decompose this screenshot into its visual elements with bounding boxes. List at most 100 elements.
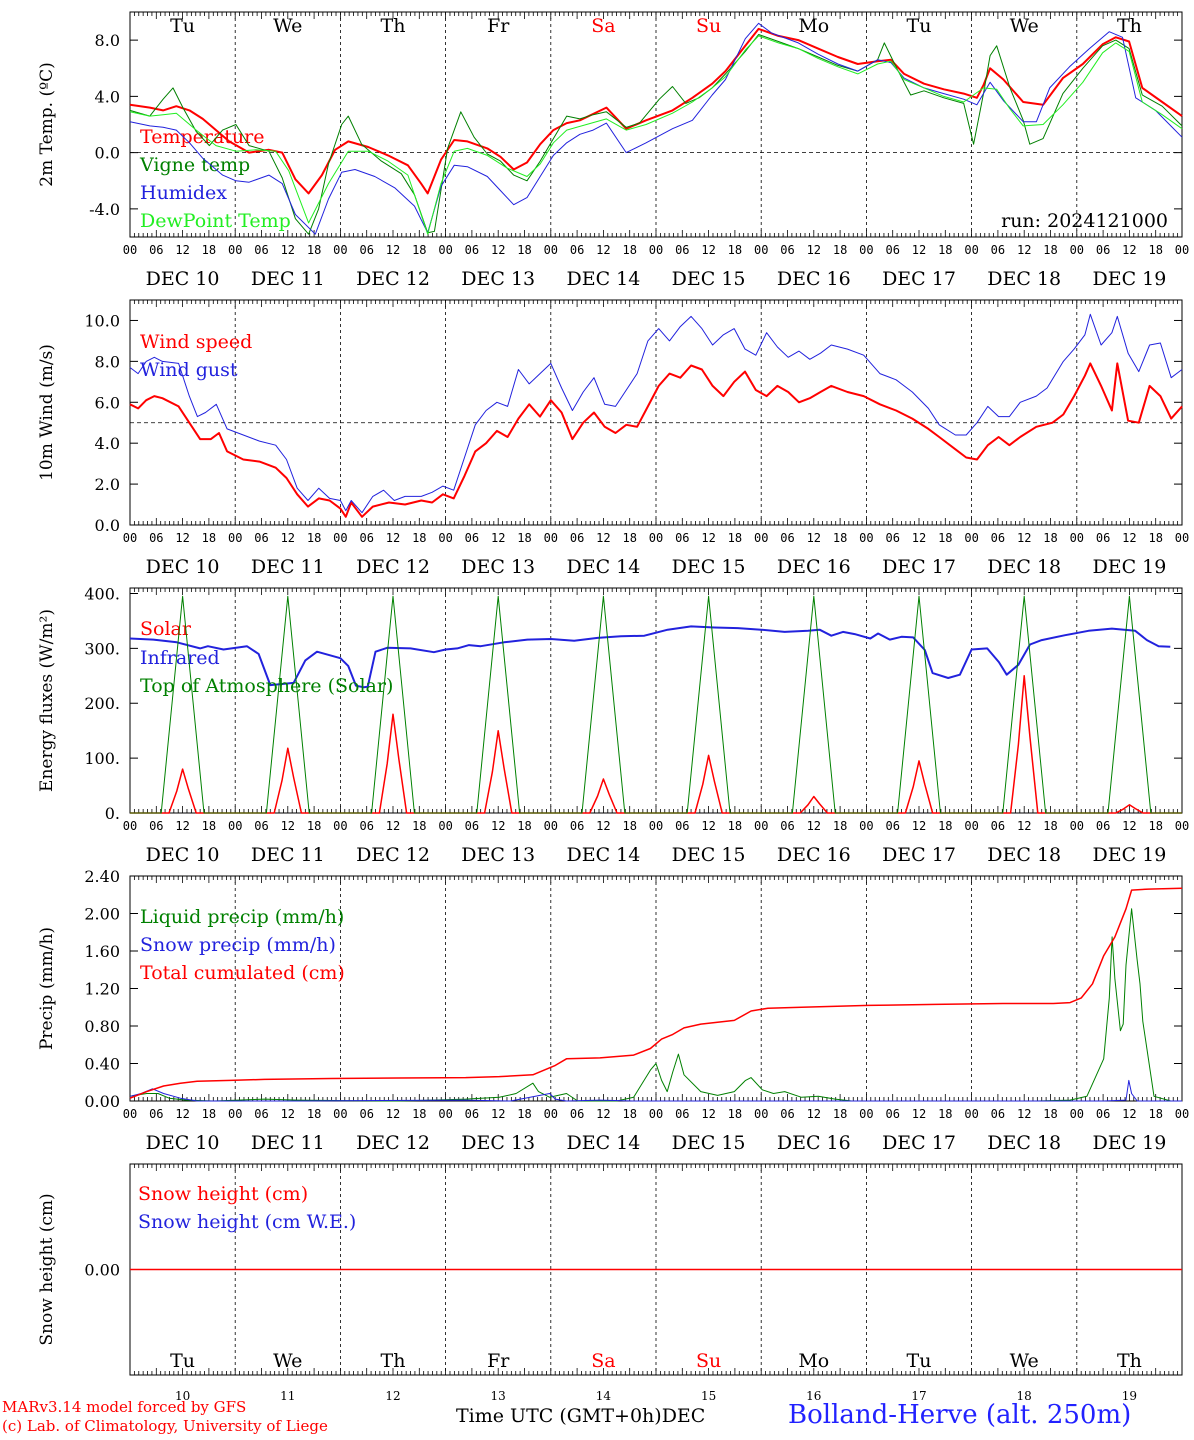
hour-tick-label: 06: [254, 531, 268, 545]
legend-entry: Snow height (cm W.E.): [138, 1211, 356, 1233]
hour-tick-label: 06: [465, 1107, 479, 1121]
hour-tick-label: 00: [1175, 531, 1189, 545]
plot-frame: [129, 299, 1183, 526]
hour-tick-label: 00: [438, 1107, 452, 1121]
hour-tick-label: 00: [228, 531, 242, 545]
date-label: DEC 16: [777, 556, 851, 578]
hour-tick-label: 00: [333, 819, 347, 833]
hour-tick-label: 18: [1043, 531, 1057, 545]
date-label: DEC 13: [461, 1132, 535, 1154]
hour-tick-label: 18: [833, 531, 847, 545]
hour-tick-label: 18: [1148, 1107, 1162, 1121]
hour-tick-label: 06: [991, 1107, 1005, 1121]
date-label: DEC 16: [777, 844, 851, 866]
hour-tick-label: 18: [412, 531, 426, 545]
weekday-label: Fr: [487, 15, 510, 37]
weekday-label: Tu: [170, 1350, 195, 1372]
hour-tick-label: 18: [833, 819, 847, 833]
hour-tick-label: 06: [359, 243, 373, 257]
hour-tick-label: 00: [438, 531, 452, 545]
y-tick-label: 0.: [105, 804, 120, 823]
y-tick-label: -4.0: [89, 200, 120, 219]
hour-tick-label: 06: [885, 819, 899, 833]
hour-tick-label: 06: [1096, 531, 1110, 545]
hour-tick-label: 00: [754, 1107, 768, 1121]
hour-tick-label: 00: [123, 243, 137, 257]
y-axis-label: Precip (mm/h): [37, 927, 57, 1050]
weekday-label: Th: [1117, 1350, 1142, 1372]
y-tick-label: 100.: [84, 749, 120, 768]
weekday-label: We: [1010, 1350, 1039, 1372]
hour-tick-label: 12: [386, 1107, 400, 1121]
hour-tick-label: 18: [1148, 243, 1162, 257]
date-label: DEC 13: [461, 844, 535, 866]
hour-tick-label: 00: [754, 531, 768, 545]
hour-tick-label: 18: [307, 819, 321, 833]
hour-tick-label: 12: [912, 819, 926, 833]
hour-tick-label: 00: [649, 1107, 663, 1121]
y-tick-label: 10.0: [84, 311, 120, 330]
hour-tick-label: 18: [202, 531, 216, 545]
hour-tick-label: 06: [570, 1107, 584, 1121]
date-label: DEC 10: [146, 556, 220, 578]
hour-tick-label: 12: [386, 243, 400, 257]
day-number-label: 19: [1122, 1389, 1137, 1403]
date-label: DEC 11: [251, 268, 325, 290]
hour-tick-label: 06: [1096, 1107, 1110, 1121]
day-number-label: 15: [701, 1389, 716, 1403]
hour-tick-label: 12: [807, 531, 821, 545]
day-number-label: 17: [911, 1389, 926, 1403]
day-number-label: 16: [806, 1389, 821, 1403]
hour-tick-label: 12: [281, 819, 295, 833]
date-label: DEC 18: [987, 844, 1061, 866]
hour-tick-label: 18: [938, 243, 952, 257]
date-label: DEC 15: [672, 1132, 746, 1154]
weekday-label: We: [273, 1350, 302, 1372]
series-wind-speed: [129, 362, 1183, 518]
weekday-label: Th: [381, 1350, 406, 1372]
legend-entry: Temperature: [140, 126, 264, 148]
hour-tick-label: 00: [754, 243, 768, 257]
time-axis-label: Time UTC (GMT+0h)DEC: [456, 1405, 705, 1427]
y-tick-label: 0.40: [84, 1055, 120, 1074]
hour-tick-label: 12: [912, 243, 926, 257]
hour-tick-label: 18: [622, 243, 636, 257]
y-axis-label: 10m Wind (m/s): [37, 344, 57, 481]
hour-tick-label: 06: [675, 531, 689, 545]
hour-tick-label: 00: [1070, 819, 1084, 833]
hour-tick-label: 06: [885, 1107, 899, 1121]
series-total-cumulated-cm-: [129, 887, 1183, 1099]
hour-tick-label: 00: [123, 1107, 137, 1121]
weekday-label: Mo: [798, 15, 829, 37]
date-label: DEC 10: [146, 268, 220, 290]
y-tick-label: 0.00: [84, 1092, 120, 1111]
hour-tick-label: 12: [175, 819, 189, 833]
hour-tick-label: 06: [359, 1107, 373, 1121]
hour-tick-label: 06: [991, 243, 1005, 257]
hour-tick-label: 06: [359, 819, 373, 833]
month-label: DEC: [661, 1405, 706, 1427]
hour-tick-label: 06: [149, 531, 163, 545]
date-label: DEC 17: [882, 844, 956, 866]
hour-tick-label: 18: [202, 1107, 216, 1121]
hour-tick-label: 06: [780, 819, 794, 833]
hour-tick-label: 12: [1017, 1107, 1031, 1121]
hour-tick-label: 18: [307, 1107, 321, 1121]
hour-tick-label: 18: [622, 819, 636, 833]
series-wind-gust: [129, 313, 1183, 514]
date-label: DEC 11: [251, 844, 325, 866]
y-tick-label: 300.: [84, 639, 120, 658]
y-axis-label: Energy fluxes (W/m²): [37, 609, 57, 792]
hour-tick-label: 00: [859, 819, 873, 833]
legend-entry: Wind speed: [140, 331, 252, 353]
weekday-label: Mo: [798, 1350, 829, 1372]
hour-tick-label: 00: [333, 531, 347, 545]
hour-tick-label: 00: [544, 243, 558, 257]
hour-tick-label: 12: [491, 243, 505, 257]
hour-tick-label: 00: [859, 531, 873, 545]
weekday-label: Su: [696, 15, 721, 37]
hour-tick-label: 00: [859, 1107, 873, 1121]
legend-entry: Snow height (cm): [138, 1183, 308, 1205]
hour-tick-label: 18: [728, 1107, 742, 1121]
weekday-label: Th: [381, 15, 406, 37]
